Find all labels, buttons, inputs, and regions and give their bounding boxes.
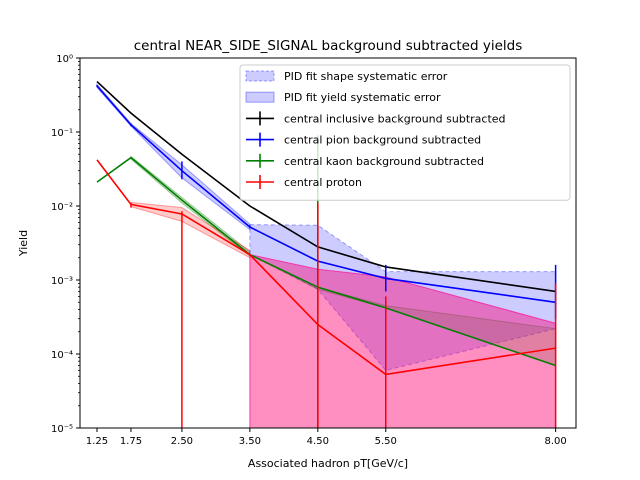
x-tick-label: 8.00 xyxy=(544,436,566,447)
x-tick-label: 1.75 xyxy=(120,436,142,447)
x-tick-label: 2.50 xyxy=(171,436,193,447)
y-tick-label: 10⁰ xyxy=(56,54,73,65)
legend: PID fit shape systematic error PID fit yi… xyxy=(239,64,571,201)
legend-central-pion-background-subtracted-label: central pion background subtracted xyxy=(284,134,481,147)
error-band-7 xyxy=(249,254,557,428)
x-tick-label: 4.50 xyxy=(307,436,329,447)
legend-pid-fit-yield-systematic-error-swatch xyxy=(245,91,275,103)
legend-pid-fit-yield-systematic-error-label: PID fit yield systematic error xyxy=(284,91,441,104)
y-tick-label: 10⁻⁵ xyxy=(51,424,73,435)
y-tick-label: 10⁻¹ xyxy=(51,128,73,139)
y-tick-label: 10⁻³ xyxy=(51,276,73,287)
legend-central-kaon-background-subtracted-label: central kaon background subtracted xyxy=(284,155,484,168)
y-tick-label: 10⁻⁴ xyxy=(51,350,73,361)
error-band-1 xyxy=(96,83,251,231)
x-tick-label: 3.50 xyxy=(239,436,261,447)
plot-frame xyxy=(79,57,577,429)
chart-title: central NEAR_SIDE_SIGNAL background subt… xyxy=(134,38,523,54)
x-axis: 1.25 1.75 2.50 3.50 4.50 5.50 8.00 xyxy=(86,428,567,447)
legend-box xyxy=(239,64,571,201)
legend-central-proton-label: central proton xyxy=(284,176,362,189)
x-axis-label: Associated hadron pT[GeV/c] xyxy=(248,457,408,470)
x-tick-label: 1.25 xyxy=(86,436,108,447)
legend-pid-fit-shape-systematic-error-label: PID fit shape systematic error xyxy=(284,70,448,83)
legend-pid-fit-shape-systematic-error-swatch xyxy=(245,70,275,82)
y-axis-label: Yield xyxy=(17,230,30,257)
legend-central-inclusive-background-subtracted-label: central inclusive background subtracted xyxy=(284,112,506,125)
y-tick-label: 10⁻² xyxy=(51,202,73,213)
x-tick-label: 5.50 xyxy=(375,436,397,447)
error-band-6 xyxy=(249,254,557,428)
y-axis: 10⁻⁵ 10⁻⁴ 10⁻³ 10⁻² 10⁻¹ 10⁰ xyxy=(51,54,80,435)
